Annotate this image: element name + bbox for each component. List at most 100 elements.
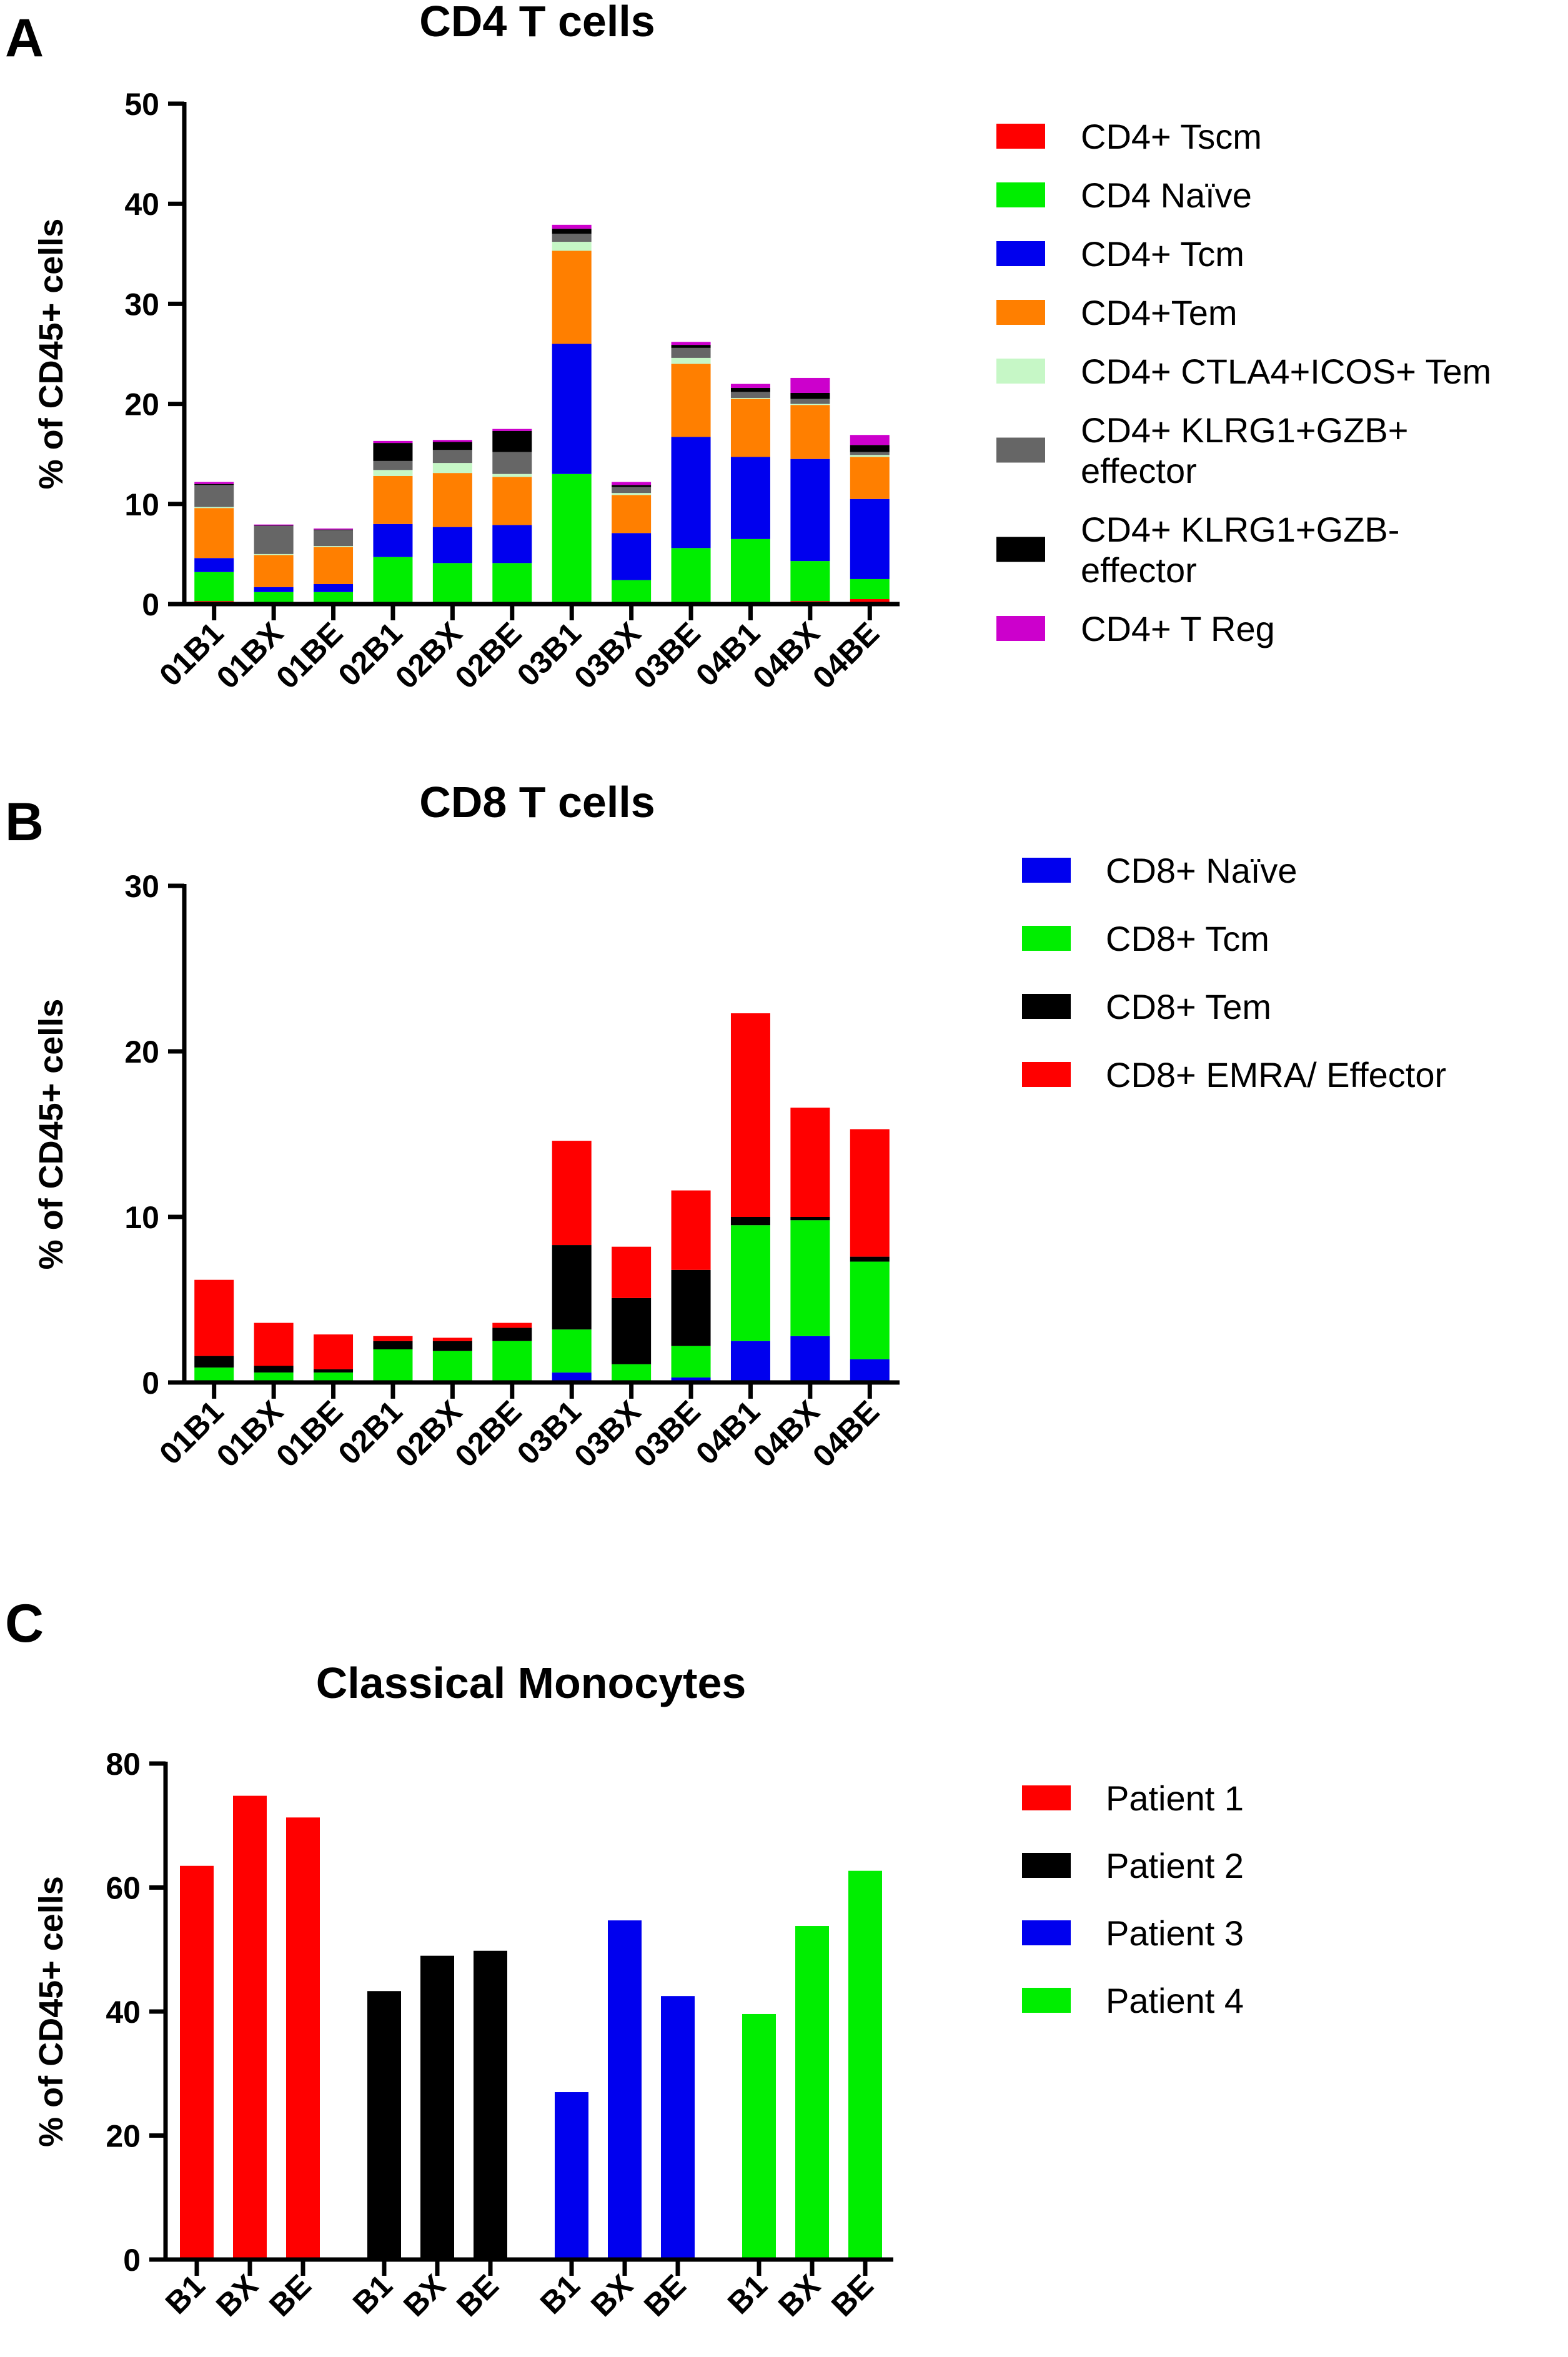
bar-segment (790, 399, 830, 404)
legend-swatch (1022, 1920, 1071, 1945)
axis-lines (182, 102, 900, 607)
legend-swatch (996, 241, 1045, 266)
chart-panel-a: A CD4 T cells % of CD45+ cells 0 10 20 30 40 50 0… (5, 0, 1491, 695)
bar-segment (254, 587, 294, 592)
x-tick-label: 03B1 (510, 1394, 588, 1471)
x-tick-label: 03BX (567, 1394, 647, 1474)
bar-segment (552, 1329, 592, 1373)
bar-segment (850, 578, 890, 599)
x-tick-label: BE (825, 2268, 880, 2323)
chart-panel-c: C Classical Monocytes % of CD45+ cells 0 20 4… (5, 1594, 1244, 2323)
bar-segment (254, 1372, 294, 1381)
bar (795, 1926, 829, 2260)
bar (555, 2092, 588, 2260)
bar-segment (850, 435, 890, 445)
bar-segment (194, 1367, 234, 1381)
y-tick-label: 20 (106, 2119, 141, 2154)
bar (848, 1870, 882, 2260)
bar (420, 1955, 454, 2260)
bar-segment (373, 460, 413, 470)
bar-segment (730, 1341, 770, 1382)
bar-segment (612, 1364, 652, 1381)
y-tick-label: 0 (142, 1366, 159, 1401)
bar-segment (612, 580, 652, 603)
x-tick-label: 04BX (747, 615, 826, 695)
bar-segment (314, 546, 354, 547)
legend-swatch (1022, 1853, 1071, 1878)
bar-segment (432, 1351, 472, 1381)
bar-segment (492, 525, 532, 563)
bar-segment (254, 592, 294, 602)
bar-segment (850, 499, 890, 579)
bar-segment (730, 1225, 770, 1341)
legend-swatch (1022, 1785, 1071, 1810)
bar-segment (254, 524, 294, 526)
chart-panel-b: B CD8 T cells% of CD45+ cells010203001B10… (5, 778, 1446, 1474)
bar-segment (790, 404, 830, 405)
bar (474, 1950, 507, 2260)
x-tick-label: BE (637, 2268, 693, 2323)
legend-label: CD4+ T Reg (1081, 609, 1275, 648)
bar-segment (790, 459, 830, 562)
bar-segment (254, 525, 294, 527)
y-tick-label: 30 (124, 287, 159, 322)
x-tick-label: 01B1 (152, 1394, 230, 1471)
y-tick-label: 30 (124, 869, 159, 904)
bar-segment (314, 592, 354, 602)
bar (180, 1865, 214, 2260)
bar-segment (671, 342, 711, 345)
y-tick-label: 40 (106, 1995, 141, 2030)
x-tick-label: 03BE (627, 1394, 707, 1474)
bar-segment (194, 507, 234, 509)
bar-segment (730, 392, 770, 398)
x-tick-label: 02BX (389, 1394, 469, 1474)
bar-segment (671, 1346, 711, 1378)
bar-segment (671, 1377, 711, 1382)
bar-segment (790, 405, 830, 459)
bar-segment (492, 429, 532, 431)
x-tick-label: 03BX (567, 615, 647, 695)
legend-label: CD8+ Tcm (1106, 919, 1269, 958)
x-tick-label: 01B1 (152, 615, 230, 693)
y-axis-label: % of CD45+ cells (32, 999, 70, 1270)
legend-swatch (1022, 1988, 1071, 2013)
bar-segment (850, 1129, 890, 1257)
legend-label: Patient 4 (1106, 1981, 1244, 2020)
x-tick-label: B1 (159, 2268, 212, 2321)
bar-segment (730, 1013, 770, 1217)
x-tick-label: 04BX (747, 1394, 826, 1474)
y-tick-label: 10 (124, 487, 159, 522)
bar-segment (432, 440, 472, 442)
bar-segment (314, 1372, 354, 1381)
legend-item: CD8+ Tem (1022, 987, 1271, 1026)
bar-segment (373, 1341, 413, 1349)
legend-label: CD4+ KLRG1+GZB- (1081, 510, 1399, 549)
bar-segment (432, 473, 472, 527)
bar-segment (612, 482, 652, 485)
legend-swatch (996, 437, 1045, 463)
x-tick-label: 04BE (806, 1394, 886, 1474)
legend-label: effector (1081, 550, 1197, 590)
chart-title: Classical Monocytes (316, 1659, 747, 1707)
legend-swatch (1022, 926, 1071, 951)
bar-segment (314, 583, 354, 592)
bar-segment (492, 1322, 532, 1328)
bar-segment (790, 377, 830, 393)
bar-segment (432, 1341, 472, 1351)
y-tick-label: 20 (124, 1035, 159, 1069)
bar-segment (850, 445, 890, 452)
bar-segment (730, 399, 770, 457)
bar-segment (194, 1356, 234, 1368)
bar-segment (194, 572, 234, 602)
bar-segment (612, 533, 652, 580)
x-tick-label: 01BE (269, 1394, 349, 1474)
bar-segment (314, 1369, 354, 1373)
bar-segment (432, 527, 472, 563)
bar-segment (552, 344, 592, 474)
bar-segment (552, 229, 592, 234)
bar-segment (730, 387, 770, 392)
bar-segment (850, 1261, 890, 1359)
bar-segment (850, 457, 890, 499)
bar-segment (254, 1366, 294, 1373)
